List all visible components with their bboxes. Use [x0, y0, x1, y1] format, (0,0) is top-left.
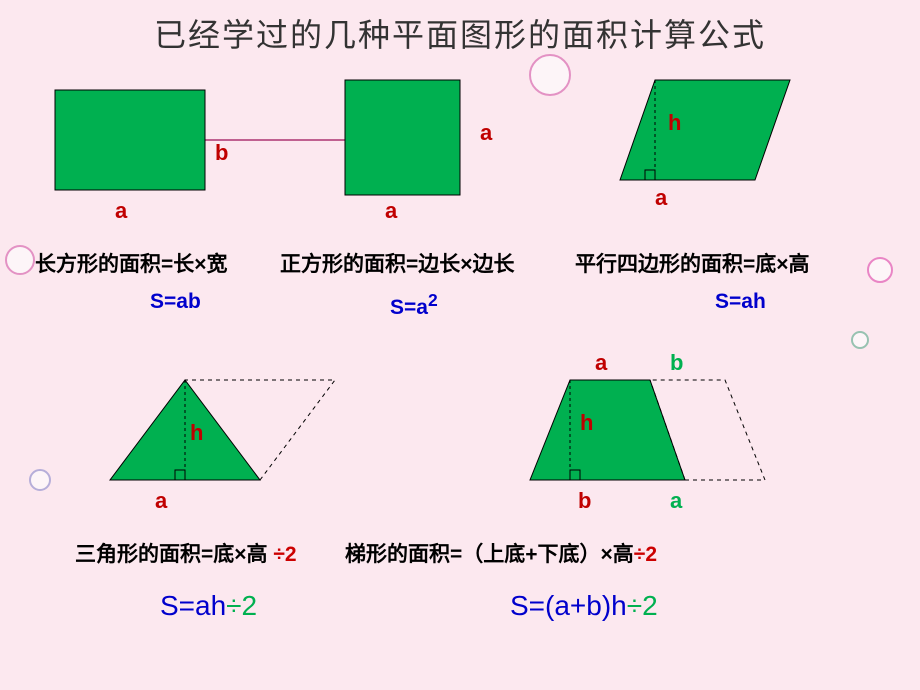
square-shape: [345, 80, 460, 195]
triangle-formula: S=ah÷2: [160, 590, 257, 622]
rectangle-formula: S=ab: [150, 290, 201, 314]
square-formula: S=a2: [390, 290, 438, 320]
shape-label: a: [670, 488, 682, 514]
parallelogram-shape: [620, 80, 790, 180]
shape-label: a: [155, 488, 167, 514]
rectangle-desc: 长方形的面积=长×宽: [35, 248, 228, 278]
trapezoid-desc: 梯形的面积=（上底+下底）×高÷2: [345, 538, 657, 568]
shape-label: a: [595, 350, 607, 376]
square-desc: 正方形的面积=边长×边长: [280, 248, 515, 278]
parallelogram-formula: S=ah: [715, 290, 766, 314]
shape-label: a: [480, 120, 492, 146]
trapezoid-formula: S=(a+b)h÷2: [510, 590, 658, 622]
shape-label: h: [190, 420, 203, 446]
shape-label: b: [578, 488, 591, 514]
shape-label: a: [115, 198, 127, 224]
shape-label: h: [580, 410, 593, 436]
shape-label: a: [385, 198, 397, 224]
rectangle-shape: [55, 90, 205, 190]
shape-label: a: [655, 185, 667, 211]
shape-label: b: [670, 350, 683, 376]
shape-label: b: [215, 140, 228, 166]
trapezoid-shape: [530, 380, 685, 480]
parallelogram-desc: 平行四边形的面积=底×高: [575, 248, 810, 278]
shapes-canvas: [0, 0, 920, 690]
shape-label: h: [668, 110, 681, 136]
triangle-desc: 三角形的面积=底×高 ÷2: [75, 538, 297, 568]
